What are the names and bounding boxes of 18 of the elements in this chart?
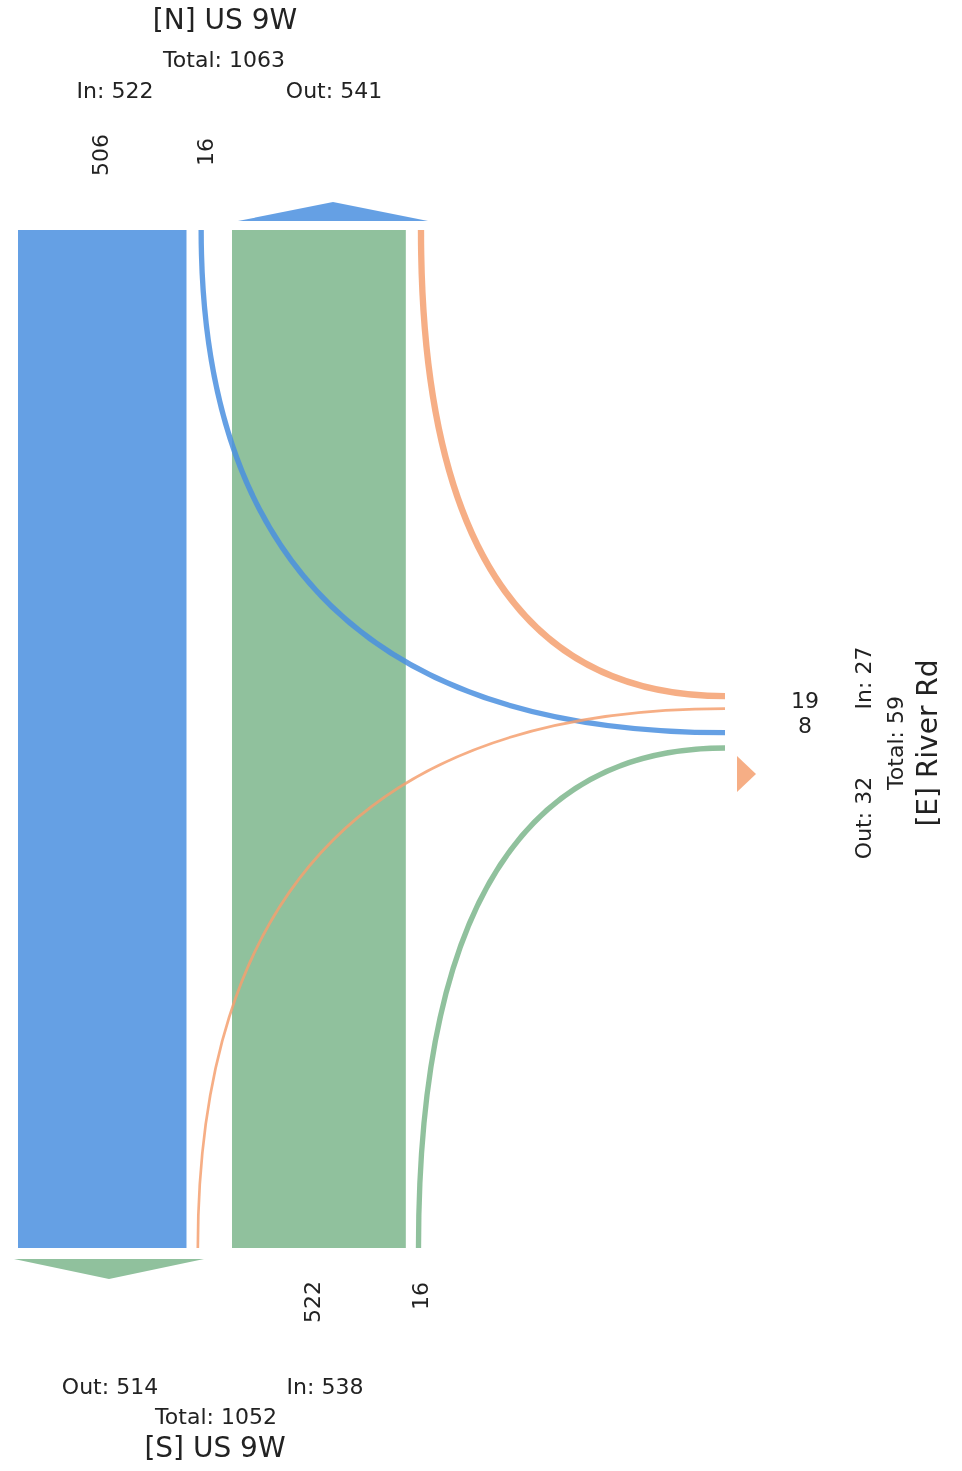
category-label: [N] US 9W: [152, 3, 298, 37]
text: In: 522: [76, 77, 154, 103]
text: Out: 514: [61, 1373, 159, 1399]
data-label: 16: [408, 1282, 434, 1310]
text: Total: 1052: [154, 1403, 277, 1429]
text: In: 538: [286, 1373, 364, 1399]
category-label: [S] US 9W: [144, 1431, 286, 1465]
text: Out: 541: [285, 77, 383, 103]
text: In: 27: [850, 646, 876, 710]
category-label: [E] River Rd: [911, 659, 945, 827]
data-label: 506: [87, 134, 113, 176]
text: Out: 32: [850, 776, 876, 860]
data-label: 19: [791, 687, 819, 713]
data-label: 8: [798, 712, 812, 738]
text: Total: 59: [882, 696, 908, 791]
data-label: 16: [192, 138, 218, 166]
text: Total: 1063: [162, 46, 285, 72]
data-label: 522: [299, 1281, 325, 1323]
